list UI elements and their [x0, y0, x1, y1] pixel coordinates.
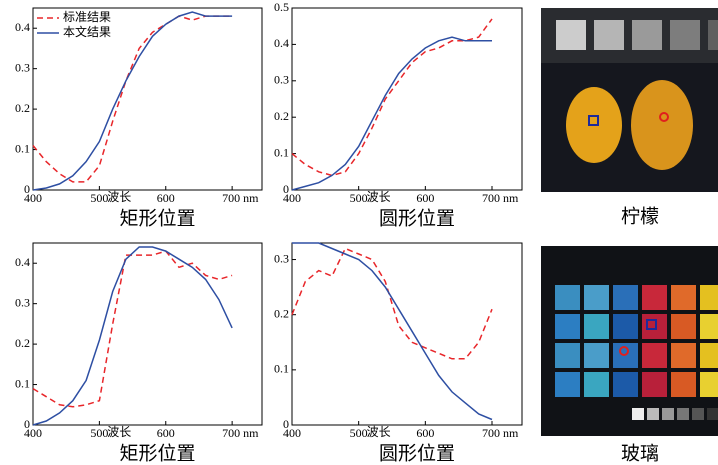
plot-frame — [33, 243, 262, 425]
x-axis-label: 波长 — [367, 425, 391, 439]
glass-tile — [584, 343, 609, 368]
y-tick-label: 0.4 — [15, 255, 30, 269]
glass-tile — [700, 343, 718, 368]
glass-tile — [584, 372, 609, 397]
photo-glass — [541, 246, 718, 436]
y-tick-label: 0.1 — [15, 376, 30, 390]
glass-tile — [555, 314, 580, 339]
photo-caption: 玻璃 — [621, 442, 659, 464]
glass-tile — [642, 314, 667, 339]
y-tick-label: 0.2 — [274, 306, 289, 320]
glass-tile — [671, 285, 696, 310]
figure: 00.10.20.30.4400500600700 nm波长矩形位置标准结果本文… — [0, 0, 718, 465]
data-line — [292, 37, 492, 190]
legend-label: 本文结果 — [63, 24, 111, 39]
chart-caption: 矩形位置 — [119, 442, 195, 464]
y-tick-label: 0.4 — [15, 20, 30, 34]
x-axis-label: 波长 — [367, 190, 391, 204]
x-tick-label: 500 — [90, 191, 108, 205]
glass-tile — [584, 314, 609, 339]
x-tick-label: 700 nm — [222, 191, 259, 205]
x-tick-label: 500 — [350, 426, 368, 440]
y-tick-label: 0.3 — [15, 60, 30, 74]
checker-patch — [677, 408, 689, 420]
y-tick-label: 0.5 — [274, 0, 289, 14]
lemon — [631, 80, 693, 170]
x-tick-label: 400 — [283, 191, 301, 205]
data-line — [292, 249, 492, 359]
y-tick-label: 0.3 — [15, 295, 30, 309]
x-tick-label: 700 nm — [482, 191, 519, 205]
glass-tile — [700, 372, 718, 397]
glass-tile — [555, 343, 580, 368]
y-tick-label: 0.2 — [15, 101, 30, 115]
glass-tile — [671, 314, 696, 339]
glass-tile — [613, 372, 638, 397]
x-tick-label: 700 nm — [222, 426, 259, 440]
checker-patch — [707, 408, 718, 420]
glass-tile — [555, 285, 580, 310]
chart-caption: 圆形位置 — [379, 442, 455, 464]
x-tick-label: 400 — [24, 426, 42, 440]
x-tick-label: 600 — [157, 426, 175, 440]
data-line — [292, 19, 492, 176]
glass-tile — [642, 343, 667, 368]
glass-tile — [613, 285, 638, 310]
data-line — [33, 16, 232, 182]
chart-caption: 圆形位置 — [379, 207, 455, 229]
legend-label: 标准结果 — [63, 10, 111, 24]
glass-tile — [700, 314, 718, 339]
glass-tile — [613, 314, 638, 339]
glass-tile — [555, 372, 580, 397]
x-tick-label: 600 — [416, 191, 434, 205]
glass-tile — [671, 343, 696, 368]
plot-frame — [292, 8, 522, 190]
checker-patch — [556, 20, 586, 50]
x-tick-label: 400 — [24, 191, 42, 205]
x-tick-label: 600 — [416, 426, 434, 440]
y-tick-label: 0.1 — [15, 141, 30, 155]
y-tick-label: 0.2 — [274, 109, 289, 123]
data-line — [33, 247, 232, 425]
photo-caption: 柠檬 — [621, 205, 659, 227]
data-line — [33, 251, 232, 407]
x-tick-label: 600 — [157, 191, 175, 205]
x-tick-label: 400 — [283, 426, 301, 440]
checker-patch — [692, 408, 704, 420]
y-tick-label: 0.2 — [15, 336, 30, 350]
checker-patch — [662, 408, 674, 420]
y-tick-label: 0.3 — [274, 251, 289, 265]
checker-patch — [632, 20, 662, 50]
chart-caption: 矩形位置 — [119, 207, 195, 229]
y-tick-label: 0.3 — [274, 73, 289, 87]
x-axis-label: 波长 — [107, 190, 131, 204]
checker-patch — [632, 408, 644, 420]
glass-tile — [700, 285, 718, 310]
y-tick-label: 0.1 — [274, 362, 289, 376]
data-line — [292, 243, 492, 420]
checker-patch — [647, 408, 659, 420]
x-tick-label: 700 nm — [482, 426, 519, 440]
glass-tile — [642, 372, 667, 397]
checker-patch — [670, 20, 700, 50]
checker-patch — [594, 20, 624, 50]
y-tick-label: 0.4 — [274, 36, 289, 50]
checker-patch — [708, 20, 718, 50]
glass-tile — [642, 285, 667, 310]
y-tick-label: 0.1 — [274, 145, 289, 159]
x-axis-label: 波长 — [107, 425, 131, 439]
glass-tile — [671, 372, 696, 397]
glass-tile — [584, 285, 609, 310]
x-tick-label: 500 — [90, 426, 108, 440]
x-tick-label: 500 — [350, 191, 368, 205]
plot-frame — [292, 243, 522, 425]
